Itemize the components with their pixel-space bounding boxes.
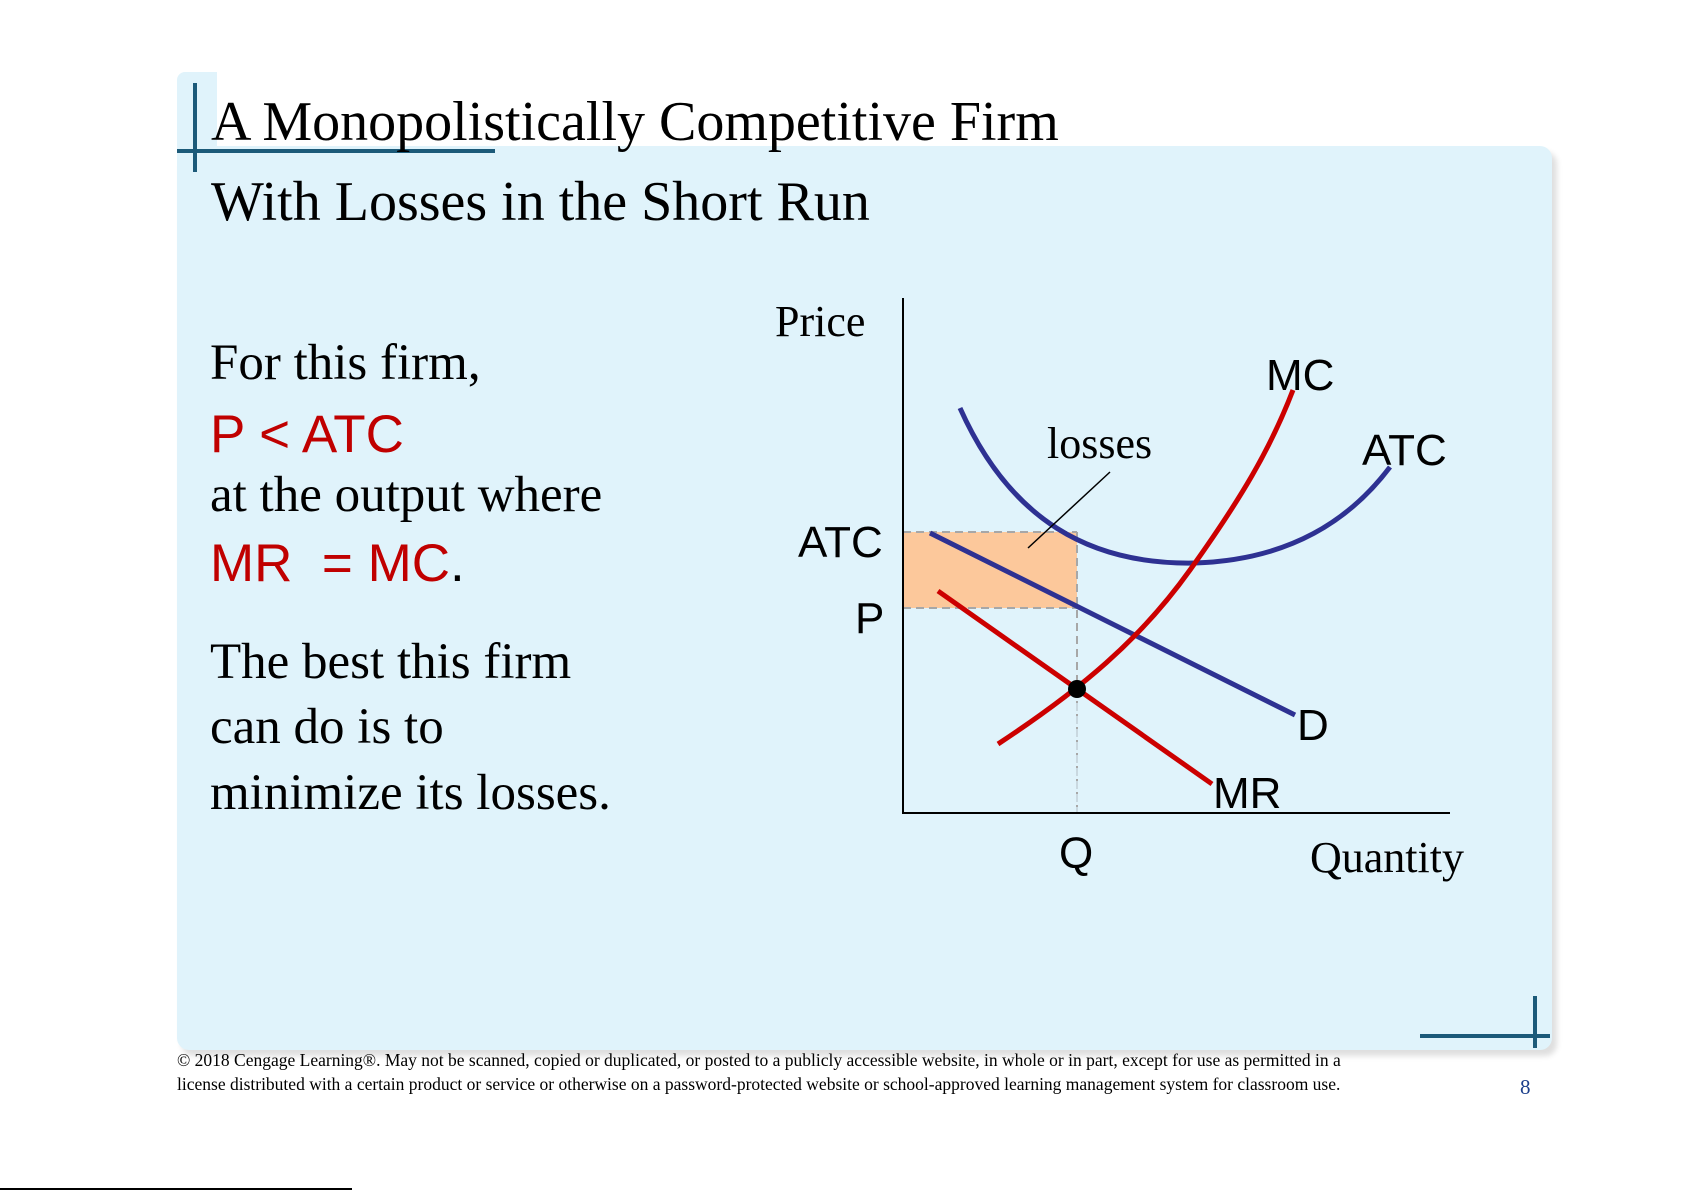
text-p-less-than-atc: P < ATC xyxy=(210,405,404,464)
text-mr: MR xyxy=(210,534,293,593)
mc-curve xyxy=(996,389,1296,747)
text-at-the-output-where: at the output where xyxy=(210,467,603,523)
page-number: 8 xyxy=(1520,1075,1531,1099)
text-for-this-firm: For this firm, xyxy=(210,335,481,391)
mr-mc-intersection-point xyxy=(1068,680,1086,698)
top-accent-rule-vertical xyxy=(193,83,197,172)
text-minimize-losses: minimize its losses. xyxy=(210,765,611,821)
copyright-footer: © 2018 Cengage Learning®. May not be sca… xyxy=(177,1050,1341,1094)
x-axis-label: Quantity xyxy=(1310,833,1464,882)
bottom-accent-rule-vertical xyxy=(1533,996,1537,1048)
text-equals-mc: = MC xyxy=(321,534,450,593)
text-mr-equals-mc: MR = MC. xyxy=(210,534,465,594)
mr-curve-label: MR xyxy=(1213,769,1281,818)
slide-title: A Monopolistically Competitive Firm With… xyxy=(211,82,1059,242)
demand-curve-label: D xyxy=(1297,701,1329,750)
text-can-do-is-to: can do is to xyxy=(210,699,444,755)
losses-pointer-line xyxy=(1027,471,1111,549)
losses-area xyxy=(903,532,1077,608)
slide-panel xyxy=(177,146,1552,1050)
demand-curve xyxy=(928,530,1297,718)
y-axis-label: Price xyxy=(775,297,865,346)
bottom-accent-rule-horizontal xyxy=(1420,1034,1550,1038)
losses-label: losses xyxy=(1047,419,1152,468)
mc-curve-label: MC xyxy=(1266,351,1334,400)
slide-title-line1: A Monopolistically Competitive Firm xyxy=(211,91,1059,153)
text-period: . xyxy=(450,534,465,593)
atc-curve-label: ATC xyxy=(1362,426,1447,475)
x-tick-q: Q xyxy=(1059,829,1093,878)
title-tab xyxy=(177,72,217,172)
text-best-this-firm: The best this firm xyxy=(210,634,572,690)
y-tick-p: P xyxy=(855,594,884,643)
y-tick-atc: ATC xyxy=(798,518,883,567)
top-accent-rule-horizontal xyxy=(177,149,495,153)
slide-title-line2: With Losses in the Short Run xyxy=(211,171,870,233)
bottom-edge-line xyxy=(0,1188,352,1190)
